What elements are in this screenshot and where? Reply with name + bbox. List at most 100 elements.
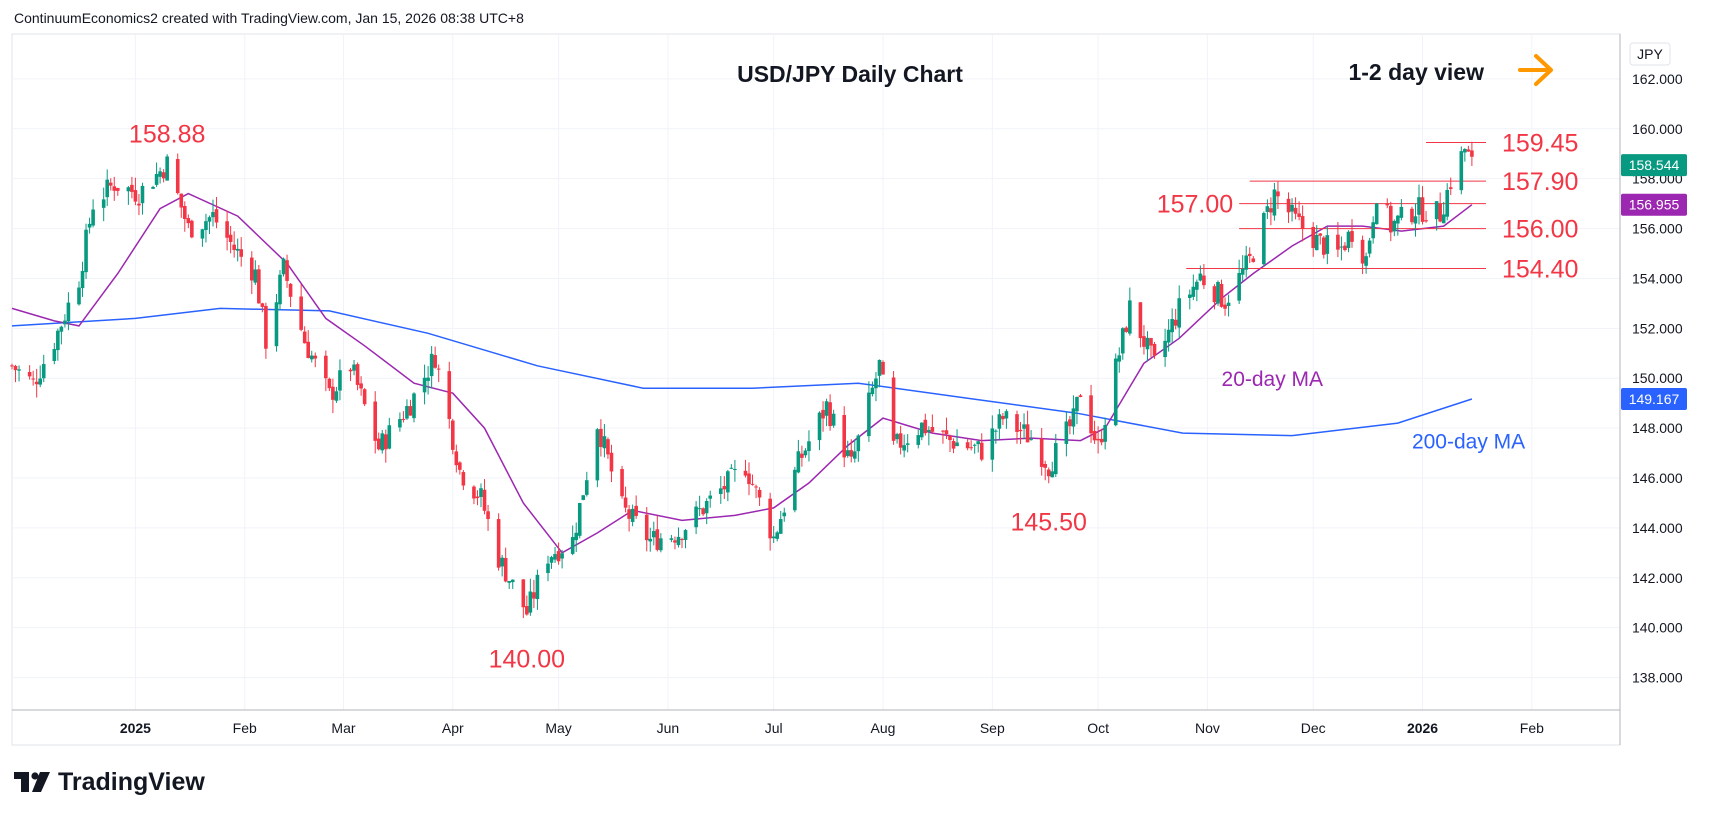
price-tick-label: 140.000 (1632, 620, 1683, 636)
ma20-line (11, 192, 1473, 554)
candle-body (905, 443, 910, 445)
candle-body (771, 536, 776, 539)
candle-body (521, 579, 526, 608)
candle-body (260, 303, 265, 307)
candle-body (750, 483, 755, 485)
level-label: 159.45 (1502, 130, 1578, 158)
candle-body (828, 402, 832, 427)
candle-body (948, 435, 952, 441)
candle-body (112, 186, 117, 191)
candle-body (126, 187, 131, 192)
candle-body (793, 469, 797, 511)
candle-body (1441, 214, 1446, 224)
price-tick-label: 156.000 (1632, 221, 1683, 237)
candle-body (852, 451, 857, 459)
candle-body (1039, 438, 1044, 467)
candle-body (1166, 329, 1171, 343)
candle-body (1099, 438, 1104, 443)
candle-body (1018, 429, 1023, 432)
candle-body (405, 406, 409, 419)
candle-body (362, 389, 367, 405)
candle-body (584, 480, 589, 495)
time-axis[interactable]: 2025 Feb Mar Apr May Jun Jul Aug Sep Oct Nov Dec 202… (12, 709, 1620, 736)
candle-body (447, 371, 452, 419)
candle-body (831, 413, 836, 426)
level-label: 157.90 (1502, 168, 1578, 196)
candle-body (778, 519, 783, 534)
candle-body (158, 171, 162, 177)
candle-body (535, 574, 540, 600)
candle-body (1149, 338, 1153, 346)
candle-body (1237, 272, 1241, 301)
time-tick-label: Mar (331, 720, 355, 736)
candle-body (891, 377, 896, 441)
candle-body (951, 440, 956, 449)
candle-body (743, 470, 748, 476)
annotations: 159.45 157.90 157.00 156.00 154.40 158.88 140.… (129, 121, 1579, 674)
candle-body (161, 172, 166, 179)
candle-body (348, 369, 353, 372)
right-arrow-icon (1518, 54, 1553, 86)
candle-body (824, 401, 829, 416)
candle-body (257, 269, 261, 304)
candle-body (324, 355, 328, 379)
candle-body (482, 489, 487, 511)
candle-body (84, 229, 88, 273)
candle-body (151, 186, 155, 189)
candle-body (1068, 419, 1072, 427)
candle-body (80, 271, 85, 289)
candle-body (1152, 343, 1157, 356)
candle-body (944, 430, 949, 435)
candle-body (1297, 213, 1301, 217)
price-tag-label: 156.955 (1629, 197, 1680, 213)
candle-body (454, 451, 459, 466)
candle-body (433, 355, 437, 368)
candle-body (726, 471, 730, 493)
candles (10, 141, 1474, 619)
candle-body (599, 428, 603, 447)
candle-body (546, 563, 550, 574)
candle-body (1420, 197, 1425, 222)
candle-body (606, 439, 610, 455)
candle-body (919, 422, 924, 438)
price-axis[interactable]: 162.000160.000158.000156.000154.000152.0… (1619, 34, 1687, 745)
candle-body (1075, 396, 1079, 412)
candle-body (1113, 358, 1118, 426)
candle-body (895, 434, 899, 440)
candle-body (503, 558, 508, 582)
candle-body (673, 540, 677, 543)
extreme-label: 140.00 (489, 646, 565, 674)
candle-body (59, 326, 64, 332)
ma200-path (11, 307, 1473, 437)
candle-body (916, 435, 921, 445)
candle-body (334, 391, 339, 401)
candle-body (1318, 233, 1323, 236)
candle-body (278, 274, 282, 305)
candle-body (722, 486, 727, 490)
candle-body (91, 209, 95, 226)
time-tick-label: Jun (657, 720, 680, 736)
brand-name: TradingView (58, 768, 205, 796)
time-tick-label: Sep (980, 720, 1005, 736)
candle-body (627, 509, 631, 519)
candle-body (352, 364, 356, 371)
candle-body (1314, 234, 1319, 251)
tradingview-icon (14, 771, 50, 792)
candle-body (525, 606, 529, 615)
candle-body (701, 508, 705, 515)
candle-body (422, 377, 427, 393)
candle-body (239, 249, 244, 257)
tradingview-logo[interactable]: TradingView (14, 768, 205, 797)
candle-body (1004, 411, 1009, 419)
candle-body (1367, 240, 1372, 254)
candle-body (997, 414, 1002, 429)
candle-body (1276, 191, 1280, 197)
candle-body (1191, 286, 1196, 297)
candle-body (1374, 203, 1379, 225)
price-tick-label: 146.000 (1632, 470, 1683, 486)
extreme-label: 145.50 (1011, 508, 1087, 536)
candle-body (1399, 206, 1404, 218)
candle-body (225, 221, 229, 238)
candle-body (190, 220, 194, 238)
